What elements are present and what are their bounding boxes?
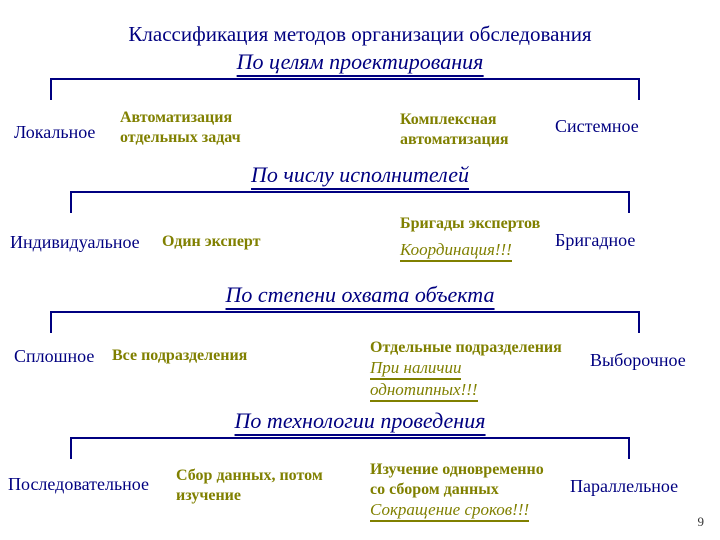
section2-note: Координация!!!: [400, 240, 512, 262]
section1-subtitle-text: По целям проектирования: [237, 49, 484, 77]
section3-bracket: [50, 311, 640, 333]
section2-left-label: Индивидуальное: [10, 232, 140, 253]
section2-subtitle: По числу исполнителей: [251, 162, 469, 188]
section4-right-desc: Изучение одновременно со сбором данных: [370, 460, 544, 500]
section1-left-desc: Автоматизация отдельных задач: [120, 108, 241, 148]
section4-bracket: [70, 437, 630, 459]
section1-right-desc: Комплексная автоматизация: [400, 110, 509, 150]
section3-subtitle-text: По степени охвата объекта: [226, 282, 495, 310]
section1-subtitle: По целям проектирования: [237, 49, 484, 75]
section4-subtitle-text: По технологии проведения: [235, 408, 486, 436]
page-number: 9: [698, 514, 705, 530]
section2-right-label: Бригадное: [555, 230, 635, 251]
section3-right-desc: Отдельные подразделения: [370, 338, 562, 358]
section4-note: Сокращение сроков!!!: [370, 500, 529, 522]
section3-right-label: Выборочное: [590, 350, 686, 371]
section2-subtitle-text: По числу исполнителей: [251, 162, 469, 190]
section2-bracket: [70, 191, 630, 213]
section1-left-label: Локальное: [14, 122, 95, 143]
section3-note-line1: При наличии: [370, 358, 461, 380]
section3-left-desc: Все подразделения: [112, 346, 247, 366]
section4-right-label: Параллельное: [570, 476, 678, 497]
section1-right-label: Системное: [555, 116, 639, 137]
section3-subtitle: По степени охвата объекта: [226, 282, 495, 308]
section3-note-wrap: При наличии однотипных!!!: [370, 358, 478, 402]
section1-bracket: [50, 78, 640, 100]
section2-left-desc: Один эксперт: [162, 232, 260, 252]
section4-subtitle: По технологии проведения: [235, 408, 486, 434]
section4-left-label: Последовательное: [8, 474, 149, 495]
section2-right-desc: Бригады экспертов: [400, 214, 540, 234]
section3-left-label: Сплошное: [14, 346, 94, 367]
section4-left-desc: Сбор данных, потом изучение: [176, 466, 323, 506]
section3-note-line2: однотипных!!!: [370, 380, 478, 402]
main-title: Классификация методов организации обслед…: [128, 22, 591, 47]
